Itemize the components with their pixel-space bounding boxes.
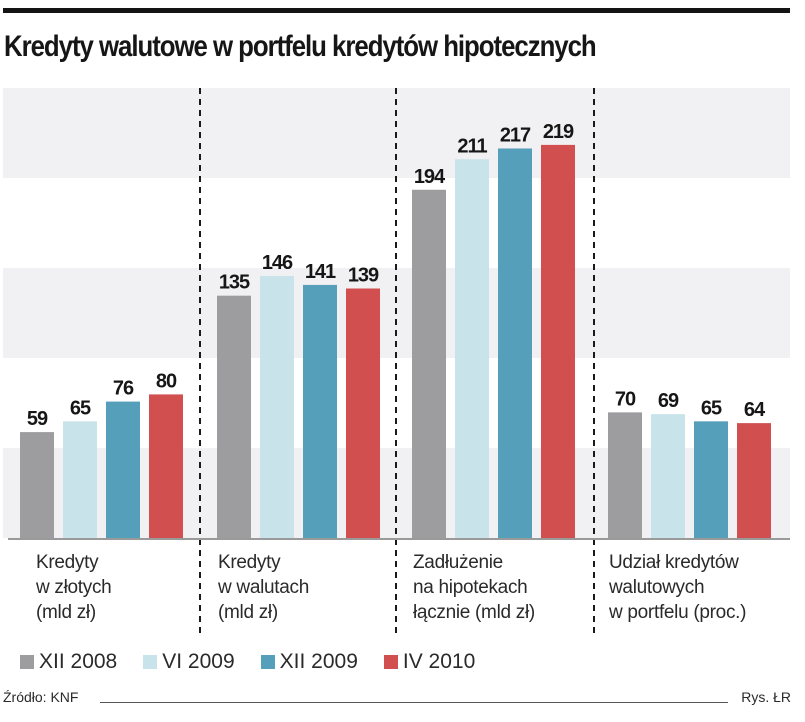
bar-xii-2008-group-3	[412, 189, 446, 538]
legend-item-iv-2010: IV 2010	[383, 650, 476, 674]
value-label: 65	[701, 397, 722, 419]
bar-vi-2009-group-1	[63, 421, 97, 538]
bar-xii-2008-group-2	[217, 295, 251, 538]
category-label-fx-loans: Kredyty w walutach (mld zł)	[218, 552, 309, 623]
value-label: 141	[305, 261, 336, 283]
legend: XII 2008 VI 2009 XII 2009 IV 2010	[20, 650, 501, 674]
category-label-fx-share: Udział kredytów walutowych w portfelu (p…	[609, 552, 747, 623]
legend-label: XII 2009	[279, 650, 358, 673]
bar-xii-2009-group-4	[694, 421, 728, 538]
bar-xii-2009-group-1	[106, 401, 140, 538]
value-label: 211	[457, 135, 487, 157]
value-label: 135	[219, 272, 250, 294]
value-label: 194	[414, 166, 446, 188]
bar-xii-2008-group-1	[20, 432, 54, 538]
bar-xii-2008-group-4	[608, 412, 642, 538]
value-label: 76	[113, 378, 134, 400]
bar-vi-2009-group-4	[651, 414, 685, 538]
source-note: Źródło: KNF	[3, 689, 79, 705]
legend-swatch-iv-2010	[383, 655, 398, 669]
bar-xii-2009-group-2	[303, 284, 337, 538]
legend-label: VI 2009	[162, 650, 235, 673]
value-label: 70	[615, 388, 636, 410]
bar-iv-2010-group-3	[541, 144, 575, 538]
value-label: 139	[348, 264, 379, 286]
legend-item-xii-2008: XII 2008	[20, 650, 117, 674]
group-dividers	[199, 88, 595, 634]
value-label: 80	[156, 370, 177, 392]
value-label: 59	[27, 408, 48, 430]
value-label: 64	[744, 399, 766, 421]
bar-iv-2010-group-1	[149, 394, 183, 538]
bar-iv-2010-group-2	[346, 288, 380, 538]
category-label-pln-loans: Kredyty w złotych (mld zł)	[36, 552, 112, 623]
bar-xii-2009-group-3	[498, 148, 532, 539]
source-rule	[100, 702, 728, 703]
top-rule	[3, 8, 790, 13]
category-label-total-debt: Zadłużenie na hipotekach łącznie (mld zł…	[413, 552, 535, 623]
bar-iv-2010-group-4	[737, 423, 771, 538]
value-label: 65	[70, 397, 91, 419]
value-label: 146	[262, 252, 293, 274]
value-label: 219	[543, 121, 574, 143]
bars	[20, 144, 771, 539]
legend-swatch-xii-2008	[20, 655, 34, 669]
legend-swatch-vi-2009	[143, 655, 158, 669]
legend-item-xii-2009: XII 2009	[260, 650, 358, 674]
graphic-credit: Rys. ŁR	[741, 689, 791, 705]
bar-vi-2009-group-2	[260, 275, 294, 538]
legend-item-vi-2009: VI 2009	[143, 650, 235, 674]
value-label: 217	[500, 124, 531, 146]
legend-swatch-xii-2009	[260, 655, 275, 669]
chart-title: Kredyty walutowe w portfelu kredytów hip…	[4, 30, 597, 63]
value-labels: 59 135 194 70 65 146 211 69 76 141 217 65 80 139 219 64	[27, 121, 767, 430]
value-label: 69	[658, 390, 679, 412]
legend-label: IV 2010	[402, 650, 476, 673]
legend-label: XII 2008	[39, 650, 118, 673]
bar-vi-2009-group-3	[455, 159, 489, 538]
